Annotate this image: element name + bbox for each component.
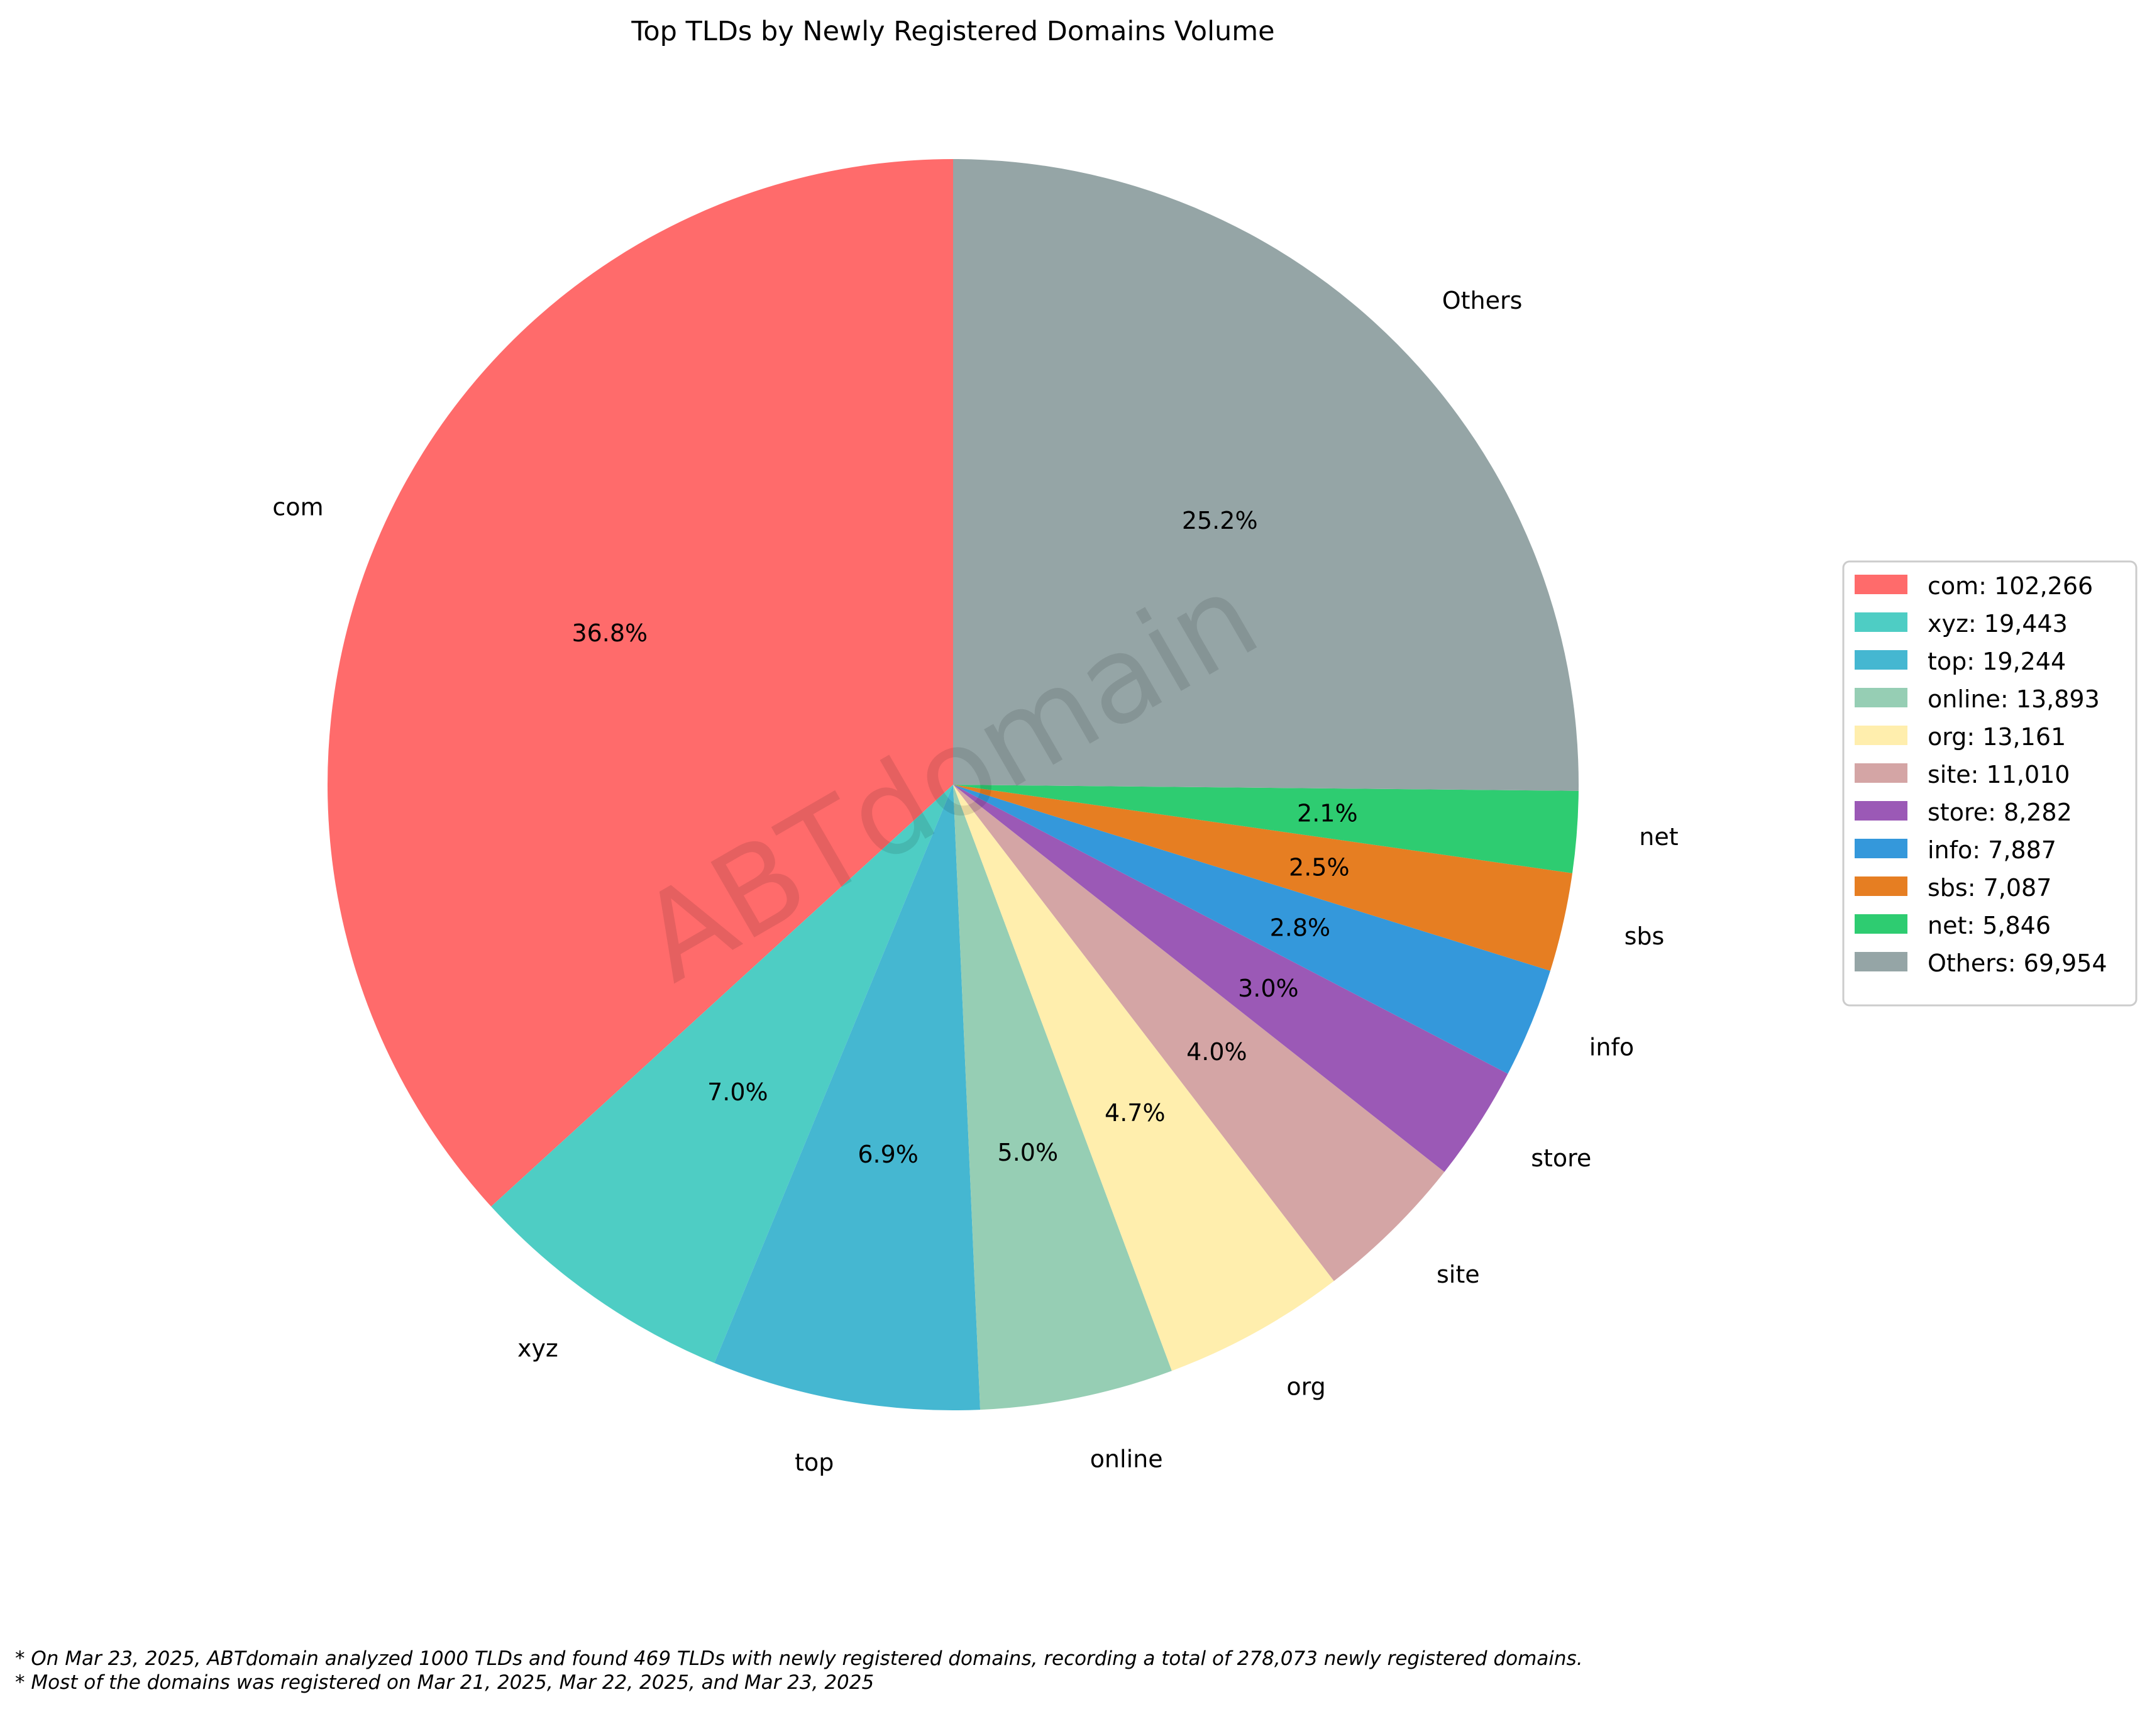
pct-label-org: 4.7% bbox=[1105, 1099, 1166, 1127]
pct-label-online: 5.0% bbox=[998, 1139, 1059, 1166]
pie-slice-online bbox=[953, 785, 1172, 1410]
pct-label-sbs: 2.5% bbox=[1289, 854, 1350, 882]
legend-label-sbs: sbs: 7,087 bbox=[1928, 874, 2051, 902]
slice-label-online: online bbox=[1090, 1446, 1163, 1473]
legend-swatch-net bbox=[1855, 914, 1907, 934]
pct-label-net: 2.1% bbox=[1297, 799, 1358, 827]
legend-label-top: top: 19,244 bbox=[1928, 648, 2066, 675]
legend-swatch-store bbox=[1855, 801, 1907, 821]
pie-slice-sbs bbox=[953, 785, 1572, 971]
pie-slice-info bbox=[953, 785, 1550, 1074]
legend-label-site: site: 11,010 bbox=[1928, 761, 2070, 788]
pie-slice-top bbox=[714, 785, 981, 1411]
legend-swatch-top bbox=[1855, 650, 1907, 670]
slice-label-others: Others bbox=[1442, 287, 1523, 314]
slice-label-xyz: xyz bbox=[517, 1334, 558, 1362]
legend-label-com: com: 102,266 bbox=[1928, 572, 2093, 600]
pct-label-store: 3.0% bbox=[1238, 975, 1299, 1002]
footnote-2: * Most of the domains was registered on … bbox=[15, 1671, 875, 1694]
slice-label-info: info bbox=[1589, 1033, 1634, 1061]
legend-label-xyz: xyz: 19,443 bbox=[1928, 610, 2068, 638]
legend-swatch-others bbox=[1855, 952, 1907, 971]
pct-label-com: 36.8% bbox=[571, 619, 648, 647]
pie-slice-others bbox=[953, 159, 1579, 791]
slice-label-top: top bbox=[795, 1449, 834, 1476]
pie-slice-org bbox=[953, 785, 1334, 1371]
legend-label-store: store: 8,282 bbox=[1928, 799, 2072, 826]
legend-label-net: net: 5,846 bbox=[1928, 912, 2051, 939]
slice-label-store: store bbox=[1531, 1144, 1591, 1172]
slice-labels: com xyz top online org site store info sbs net Oth… bbox=[272, 287, 1678, 1476]
legend-label-org: org: 13,161 bbox=[1928, 723, 2066, 751]
chart-title: Top TLDs by Newly Registered Domains Vol… bbox=[631, 16, 1274, 47]
legend-swatch-online bbox=[1855, 688, 1907, 707]
legend-label-online: online: 13,893 bbox=[1928, 685, 2100, 713]
percentage-labels: 36.8% 7.0% 6.9% 5.0% 4.7% 4.0% 3.0% 2.8% 2.5% 2.1… bbox=[571, 507, 1357, 1168]
pct-label-others: 25.2% bbox=[1182, 507, 1258, 534]
slice-label-net: net bbox=[1639, 823, 1678, 851]
legend-swatch-site bbox=[1855, 763, 1907, 783]
pie-slice-com bbox=[327, 159, 953, 1207]
pie-slice-store bbox=[953, 785, 1508, 1172]
slice-label-org: org bbox=[1286, 1373, 1325, 1400]
slice-label-site: site bbox=[1437, 1261, 1480, 1288]
legend: com: 102,266 xyz: 19,443 top: 19,244 online… bbox=[1842, 560, 2138, 1007]
pie-slice-site bbox=[953, 785, 1445, 1281]
legend-label-info: info: 7,887 bbox=[1928, 836, 2056, 864]
pct-label-top: 6.9% bbox=[858, 1141, 919, 1168]
legend-frame bbox=[1842, 560, 2138, 1007]
footnote-1: * On Mar 23, 2025, ABTdomain analyzed 10… bbox=[15, 1647, 1583, 1670]
legend-swatch-sbs bbox=[1855, 876, 1907, 896]
pct-label-site: 4.0% bbox=[1186, 1038, 1247, 1066]
slice-label-sbs: sbs bbox=[1625, 922, 1665, 950]
slice-label-com: com bbox=[272, 493, 323, 521]
pie-slices bbox=[327, 159, 1579, 1411]
legend-swatch-com bbox=[1855, 575, 1907, 594]
legend-swatch-xyz bbox=[1855, 612, 1907, 632]
legend-label-others: Others: 69,954 bbox=[1928, 949, 2107, 977]
legend-swatch-info bbox=[1855, 839, 1907, 858]
pct-label-info: 2.8% bbox=[1270, 914, 1331, 942]
pct-label-xyz: 7.0% bbox=[707, 1078, 768, 1106]
pie-slice-net bbox=[953, 785, 1579, 873]
legend-swatch-org bbox=[1855, 726, 1907, 745]
pie-slice-xyz bbox=[491, 785, 953, 1363]
